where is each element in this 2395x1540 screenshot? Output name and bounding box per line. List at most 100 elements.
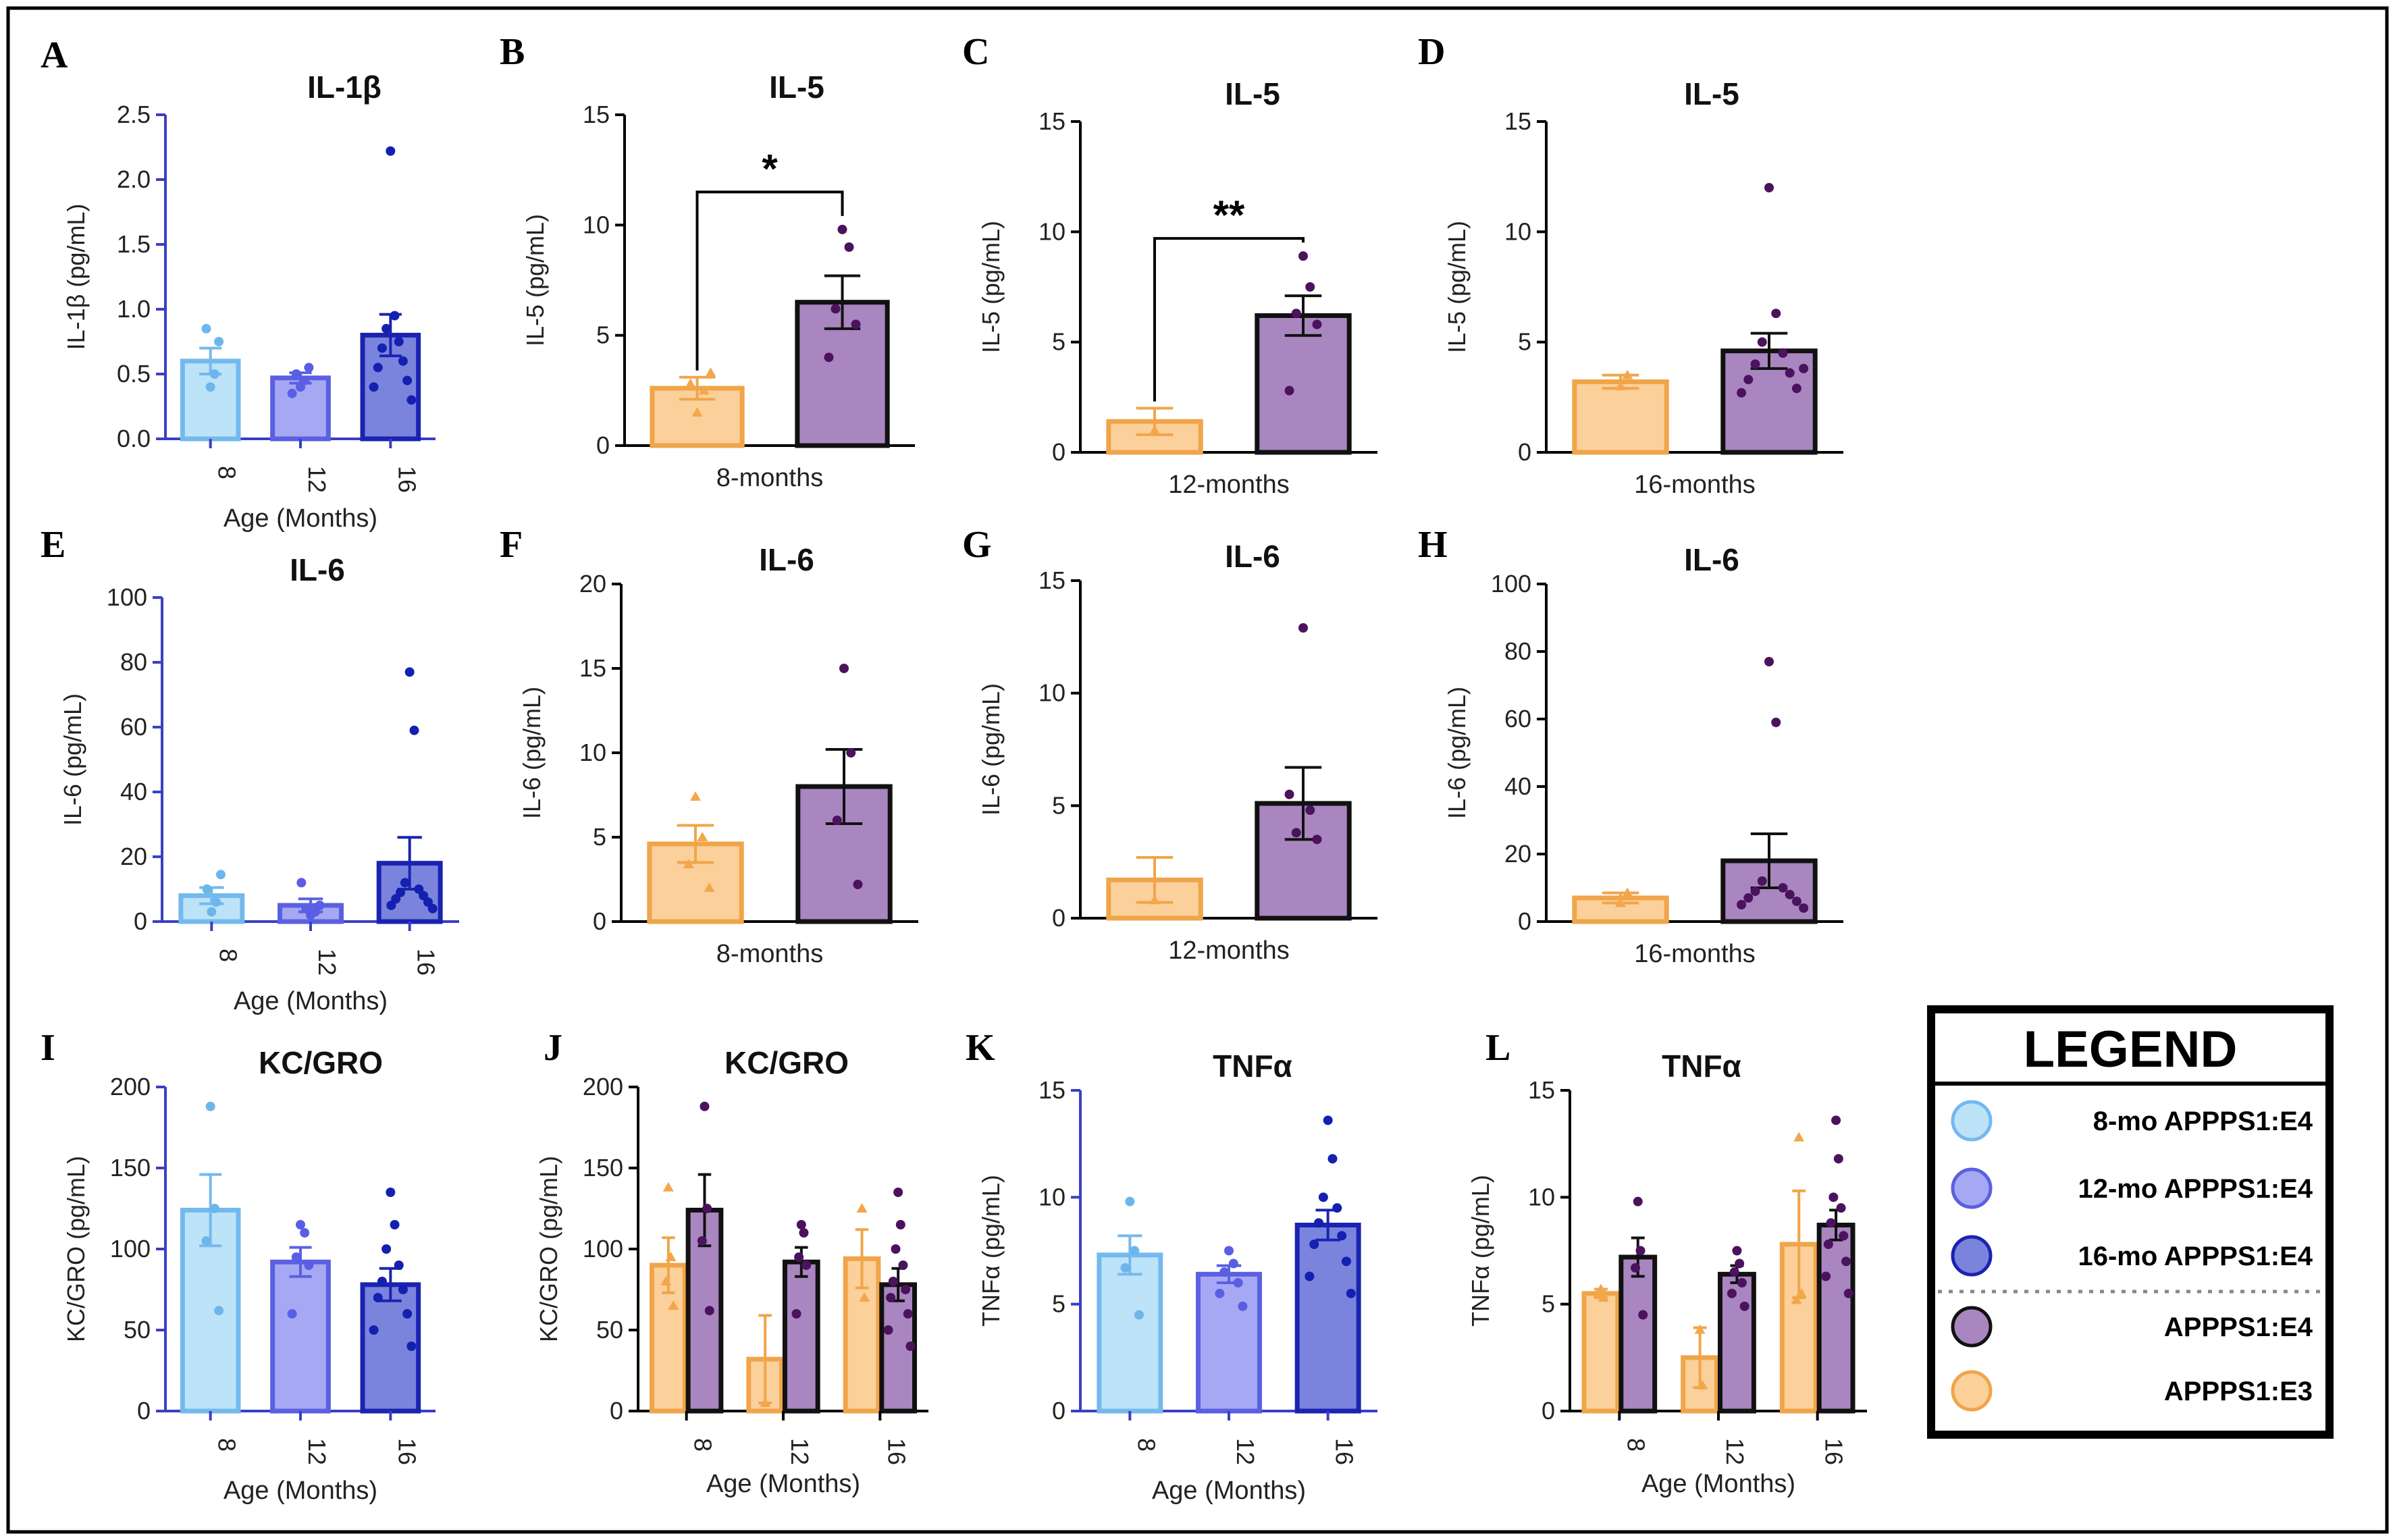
data-point-J-0-0-1 [665,1252,677,1261]
bar-J-1-1 [782,1259,820,1414]
data-point-C-1-3 [1312,319,1322,329]
y-tick-label-L-3: 15 [1528,1076,1555,1104]
x-tick-label-L-1: 12 [1721,1438,1749,1465]
panel-label-K: K [966,1027,995,1069]
data-point-B-0-3 [705,367,716,377]
panel-H: H IL-6 0 20 40 60 80 100 IL-6 (pg/mL) 16-months [1418,524,1843,968]
y-tick-label-K-3: 15 [1038,1076,1065,1104]
data-point-G-1-1 [1305,805,1315,815]
panel-G: G IL-6 0 5 10 15 IL-6 (pg/mL) 12-months [962,524,1377,965]
y-tick-label-J-1: 50 [596,1316,623,1344]
x-axis-label-B: 8-months [716,464,823,492]
data-point-J-1-1-0 [796,1220,806,1229]
legend-swatch-mo12 [1951,1167,1993,1209]
data-point-J-2-1-4 [888,1277,898,1286]
y-tick-label-A-2: 1.0 [117,295,151,323]
data-point-E-1-2 [301,903,311,913]
data-point-H-1-1 [1771,718,1781,727]
x-axis-label-H: 16-months [1634,940,1756,968]
data-point-J-0-1-2 [697,1236,707,1246]
data-point-D-1-5 [1785,368,1795,378]
data-point-J-0-1-0 [700,1101,710,1111]
data-point-K-2-2 [1318,1192,1328,1202]
data-point-K-1-4 [1215,1288,1225,1298]
y-tick-label-G-3: 15 [1038,566,1065,594]
data-point-J-1-1-4 [791,1309,801,1319]
data-point-J-2-1-5 [901,1285,911,1294]
data-point-A-1-4 [287,388,297,398]
data-point-E-1-3 [315,901,325,910]
data-point-G-1-0 [1298,623,1308,633]
data-point-H-1-0 [1764,657,1774,666]
data-point-F-0-0 [690,791,701,801]
y-tick-label-A-1: 0.5 [117,360,151,388]
data-point-B-1-1 [844,242,854,252]
panel-label-J: J [544,1027,562,1069]
data-point-D-1-6 [1743,375,1754,385]
y-axis-label-G: IL-6 (pg/mL) [977,683,1005,816]
data-point-E-0-2 [202,884,212,894]
data-point-I-1-4 [287,1309,297,1319]
y-tick-label-D-1: 5 [1518,328,1531,356]
data-point-K-0-3 [1134,1310,1144,1320]
data-point-A-2-7 [402,375,413,386]
data-point-I-2-4 [377,1277,387,1286]
x-axis-label-I: Age (Months) [223,1477,377,1505]
data-point-I-1-1 [300,1228,310,1238]
y-tick-label-I-2: 100 [110,1235,151,1263]
x-tick-label-L-2: 16 [1820,1438,1848,1465]
data-point-I-2-7 [402,1309,413,1319]
data-point-K-0-1 [1130,1246,1140,1256]
significance-bracket-B [695,190,844,371]
data-point-A-2-8 [369,382,379,392]
y-tick-label-I-3: 150 [110,1154,151,1181]
bar-L-0-0 [1581,1291,1621,1414]
y-axis-label-K: TNFα (pg/mL) [977,1175,1005,1327]
x-tick-label-A-2: 16 [393,466,421,493]
y-axis-label-B: IL-5 (pg/mL) [521,214,549,346]
data-point-D-1-4 [1750,359,1760,369]
panel-C: C IL-5 0 5 10 15 IL-5 (pg/mL) ** 12-months [962,31,1377,499]
y-tick-label-J-0: 0 [610,1397,623,1425]
data-point-F-0-2 [683,859,694,868]
data-point-L-1-1-1 [1735,1258,1745,1269]
y-tick-label-K-0: 0 [1052,1397,1065,1425]
data-point-I-2-9 [406,1342,417,1351]
data-point-J-2-0-1 [859,1292,870,1302]
data-point-I-1-3 [304,1260,314,1270]
legend-label-mo16: 16-mo APPPS1:E4 [2078,1242,2313,1271]
x-axis-label-C: 12-months [1168,471,1290,499]
data-point-A-2-3 [394,337,404,346]
y-tick-label-F-2: 10 [579,739,606,766]
data-point-J-0-0-3 [668,1300,679,1310]
data-point-J-2-1-3 [898,1260,908,1270]
data-point-D-1-7 [1791,383,1801,394]
y-tick-label-F-1: 5 [593,823,606,851]
data-point-D-0-1 [1622,369,1633,379]
y-axis-label-A: IL-1β (pg/mL) [62,204,90,350]
panel-title-B: IL-5 [769,70,824,105]
panel-label-B: B [500,31,525,73]
x-tick-label-E-2: 16 [413,949,440,976]
data-point-D-1-0 [1764,183,1774,192]
panel-title-H: IL-6 [1684,542,1739,577]
data-point-H-0-1 [1622,887,1633,897]
data-point-F-1-2 [832,816,842,825]
data-point-G-0-0 [1149,895,1160,905]
panel-A: A IL-1β 0.0 0.5 1.0 1.5 2.0 2.5 IL-1β (pg/mL) 8 12… [41,34,436,533]
data-point-E-2-2 [400,878,410,888]
y-tick-label-D-2: 10 [1504,217,1531,245]
data-point-I-1-2 [291,1252,301,1262]
data-point-G-1-2 [1291,828,1301,838]
data-point-C-1-2 [1291,309,1301,319]
bar-L-1-1 [1717,1271,1756,1414]
bar-K-2 [1294,1223,1361,1414]
data-point-B-0-1 [698,385,710,395]
data-point-K-1-0 [1224,1246,1234,1256]
y-tick-label-B-0: 0 [596,431,610,459]
data-point-A-1-2 [291,369,301,379]
y-tick-label-L-2: 10 [1528,1183,1555,1211]
y-tick-label-B-2: 10 [583,211,610,238]
x-tick-label-K-0: 8 [1132,1438,1160,1452]
panel-label-E: E [41,524,65,566]
